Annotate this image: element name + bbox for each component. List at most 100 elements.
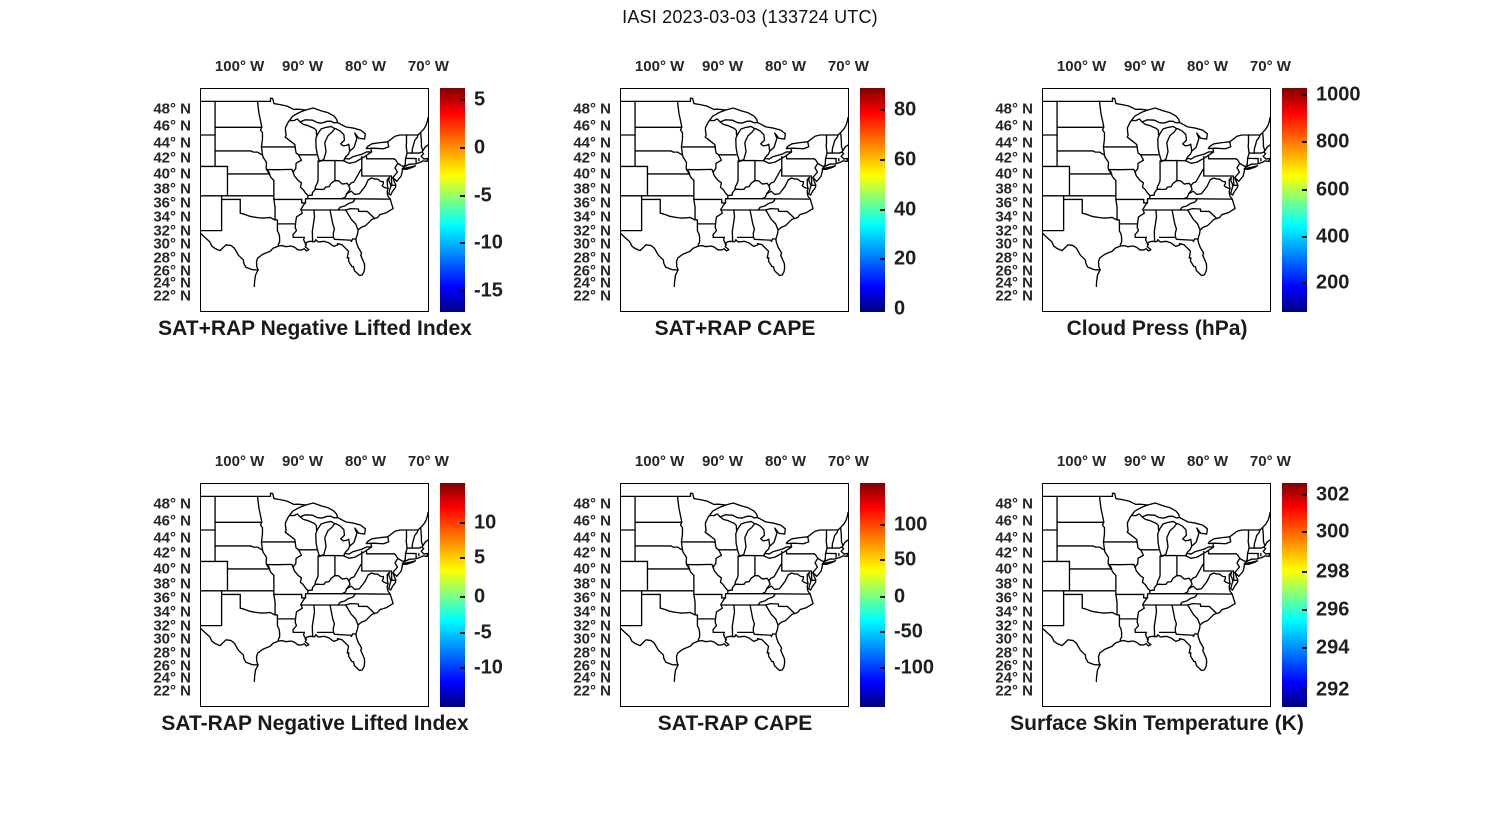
colorbar-tick-label: 5 — [474, 546, 486, 569]
state-boundary-line — [823, 157, 827, 168]
state-boundary-line — [406, 151, 423, 154]
state-boundary-line — [734, 160, 739, 191]
state-boundary-line — [1207, 536, 1232, 545]
state-boundary-line — [1118, 614, 1123, 642]
latitude-tick-label: 44° N — [153, 529, 191, 546]
state-boundary-line — [1062, 198, 1083, 214]
state-boundary-line — [1179, 198, 1198, 211]
latitude-tick-label: 38° N — [573, 180, 611, 198]
state-boundary-line — [731, 209, 736, 243]
state-boundary-line — [762, 151, 793, 164]
state-boundary-line — [810, 570, 817, 582]
state-boundary-line — [761, 193, 768, 200]
state-boundary-line — [685, 563, 695, 577]
latitude-tick-label: 32° N — [995, 617, 1033, 635]
state-boundary-line — [341, 588, 348, 595]
us-state-outlines-map — [621, 97, 848, 288]
state-boundary-line — [676, 100, 684, 148]
state-boundary-line — [670, 545, 684, 551]
longitude-tick-label: 90° W — [1123, 453, 1166, 470]
latitude-tick-label: 38° N — [153, 575, 191, 593]
state-boundary-line — [1187, 574, 1211, 591]
latitude-tick-label: 30° N — [153, 235, 191, 253]
state-boundary-line — [817, 557, 824, 563]
state-boundary-line — [345, 602, 375, 614]
state-boundary-line — [1097, 539, 1270, 672]
longitude-tick-label: 100° W — [634, 453, 685, 470]
colorbar-tick-label: 292 — [1316, 678, 1350, 701]
state-boundary-line — [250, 150, 264, 156]
map-frame-us-state-outlines — [1042, 88, 1271, 312]
state-boundary-line — [826, 546, 843, 549]
state-boundary-line — [712, 146, 729, 239]
state-boundary-line — [673, 269, 679, 288]
state-boundary-line — [1261, 131, 1266, 152]
state-boundary-line — [403, 552, 407, 563]
colorbar-tick-mark — [1302, 647, 1307, 650]
state-boundary-line — [1245, 552, 1249, 563]
longitude-tick-label: 80° W — [344, 453, 387, 470]
colorbar — [1282, 88, 1307, 312]
colorbar-tick-label: 296 — [1316, 598, 1350, 621]
colorbar-labels: 5 0 -5 -10 -15 — [474, 88, 554, 312]
colorbar-tick-label: 302 — [1316, 483, 1350, 506]
latitude-tick-label: 34° N — [995, 603, 1033, 621]
latitude-tick-label: 42° N — [573, 544, 611, 562]
latitude-tick-label: 46° N — [153, 117, 191, 135]
latitude-tick-label: 44° N — [573, 134, 611, 151]
colorbar — [440, 88, 465, 312]
state-boundary-line — [1134, 146, 1151, 239]
state-boundary-line — [685, 168, 714, 174]
state-boundary-line — [1107, 168, 1117, 182]
state-boundary-line — [785, 550, 815, 555]
state-boundary-line — [676, 495, 684, 543]
latitude-tick-label: 32° N — [995, 222, 1033, 240]
state-boundary-line — [1187, 207, 1217, 219]
colorbar-tick-label: 200 — [1316, 271, 1350, 294]
state-boundary-line — [790, 543, 793, 548]
us-state-outlines-map — [201, 97, 428, 288]
latitude-axis: 48° N 46° N 44° N 42° N 40° N 38° N 36° N 34° N… — [541, 88, 611, 312]
state-boundary-line — [757, 593, 776, 606]
state-boundary-line — [302, 631, 306, 639]
state-boundary-line — [1144, 631, 1148, 639]
state-boundary-line — [680, 146, 684, 156]
panel-surface-skin-temperature: 100° W 90° W 80° W 70° W 48° N 46° N 44° N 42°… — [995, 453, 1349, 735]
state-boundary-line — [1103, 549, 1113, 570]
state-boundary-line — [307, 563, 363, 592]
state-boundary-line — [1095, 269, 1101, 288]
state-boundary-line — [790, 148, 793, 153]
latitude-tick-label: 46° N — [573, 512, 611, 530]
state-boundary-line — [1229, 116, 1270, 143]
colorbar-tick-label: 20 — [894, 247, 917, 270]
panel-title: Cloud Press (hPa) — [1066, 317, 1248, 340]
state-boundary-line — [1062, 593, 1083, 609]
state-boundary-line — [256, 495, 264, 543]
colorbar-tick-label: 294 — [1316, 636, 1350, 659]
state-boundary-line — [403, 157, 407, 168]
state-boundary-line — [1092, 150, 1106, 156]
colorbar-tick-mark — [880, 596, 885, 598]
state-boundary-line — [370, 543, 373, 548]
state-boundary-line — [1245, 157, 1249, 168]
figure-title: IASI 2023-03-03 (133724 UTC) — [622, 7, 878, 27]
state-boundary-line — [765, 179, 789, 196]
latitude-tick-label: 26° N — [995, 657, 1033, 675]
colorbar-jet-gradient — [1282, 88, 1307, 312]
latitude-tick-label: 48° N — [573, 100, 611, 118]
state-boundary-line — [255, 144, 428, 277]
state-boundary-line — [301, 198, 307, 204]
latitude-tick-label: 24° N — [995, 274, 1033, 292]
longitude-tick-label: 100° W — [1056, 58, 1107, 75]
state-boundary-line — [787, 572, 809, 585]
latitude-tick-label: 32° N — [573, 617, 611, 635]
colorbar-tick-mark — [460, 99, 465, 102]
latitude-tick-label: 44° N — [995, 529, 1033, 546]
latitude-tick-label: 34° N — [153, 603, 191, 621]
state-boundary-line — [704, 514, 716, 543]
state-boundary-line — [419, 131, 424, 152]
latitude-tick-label: 26° N — [995, 262, 1033, 280]
longitude-tick-label: 90° W — [701, 453, 744, 470]
state-boundary-line — [812, 553, 819, 574]
state-boundary-line — [1234, 158, 1241, 179]
